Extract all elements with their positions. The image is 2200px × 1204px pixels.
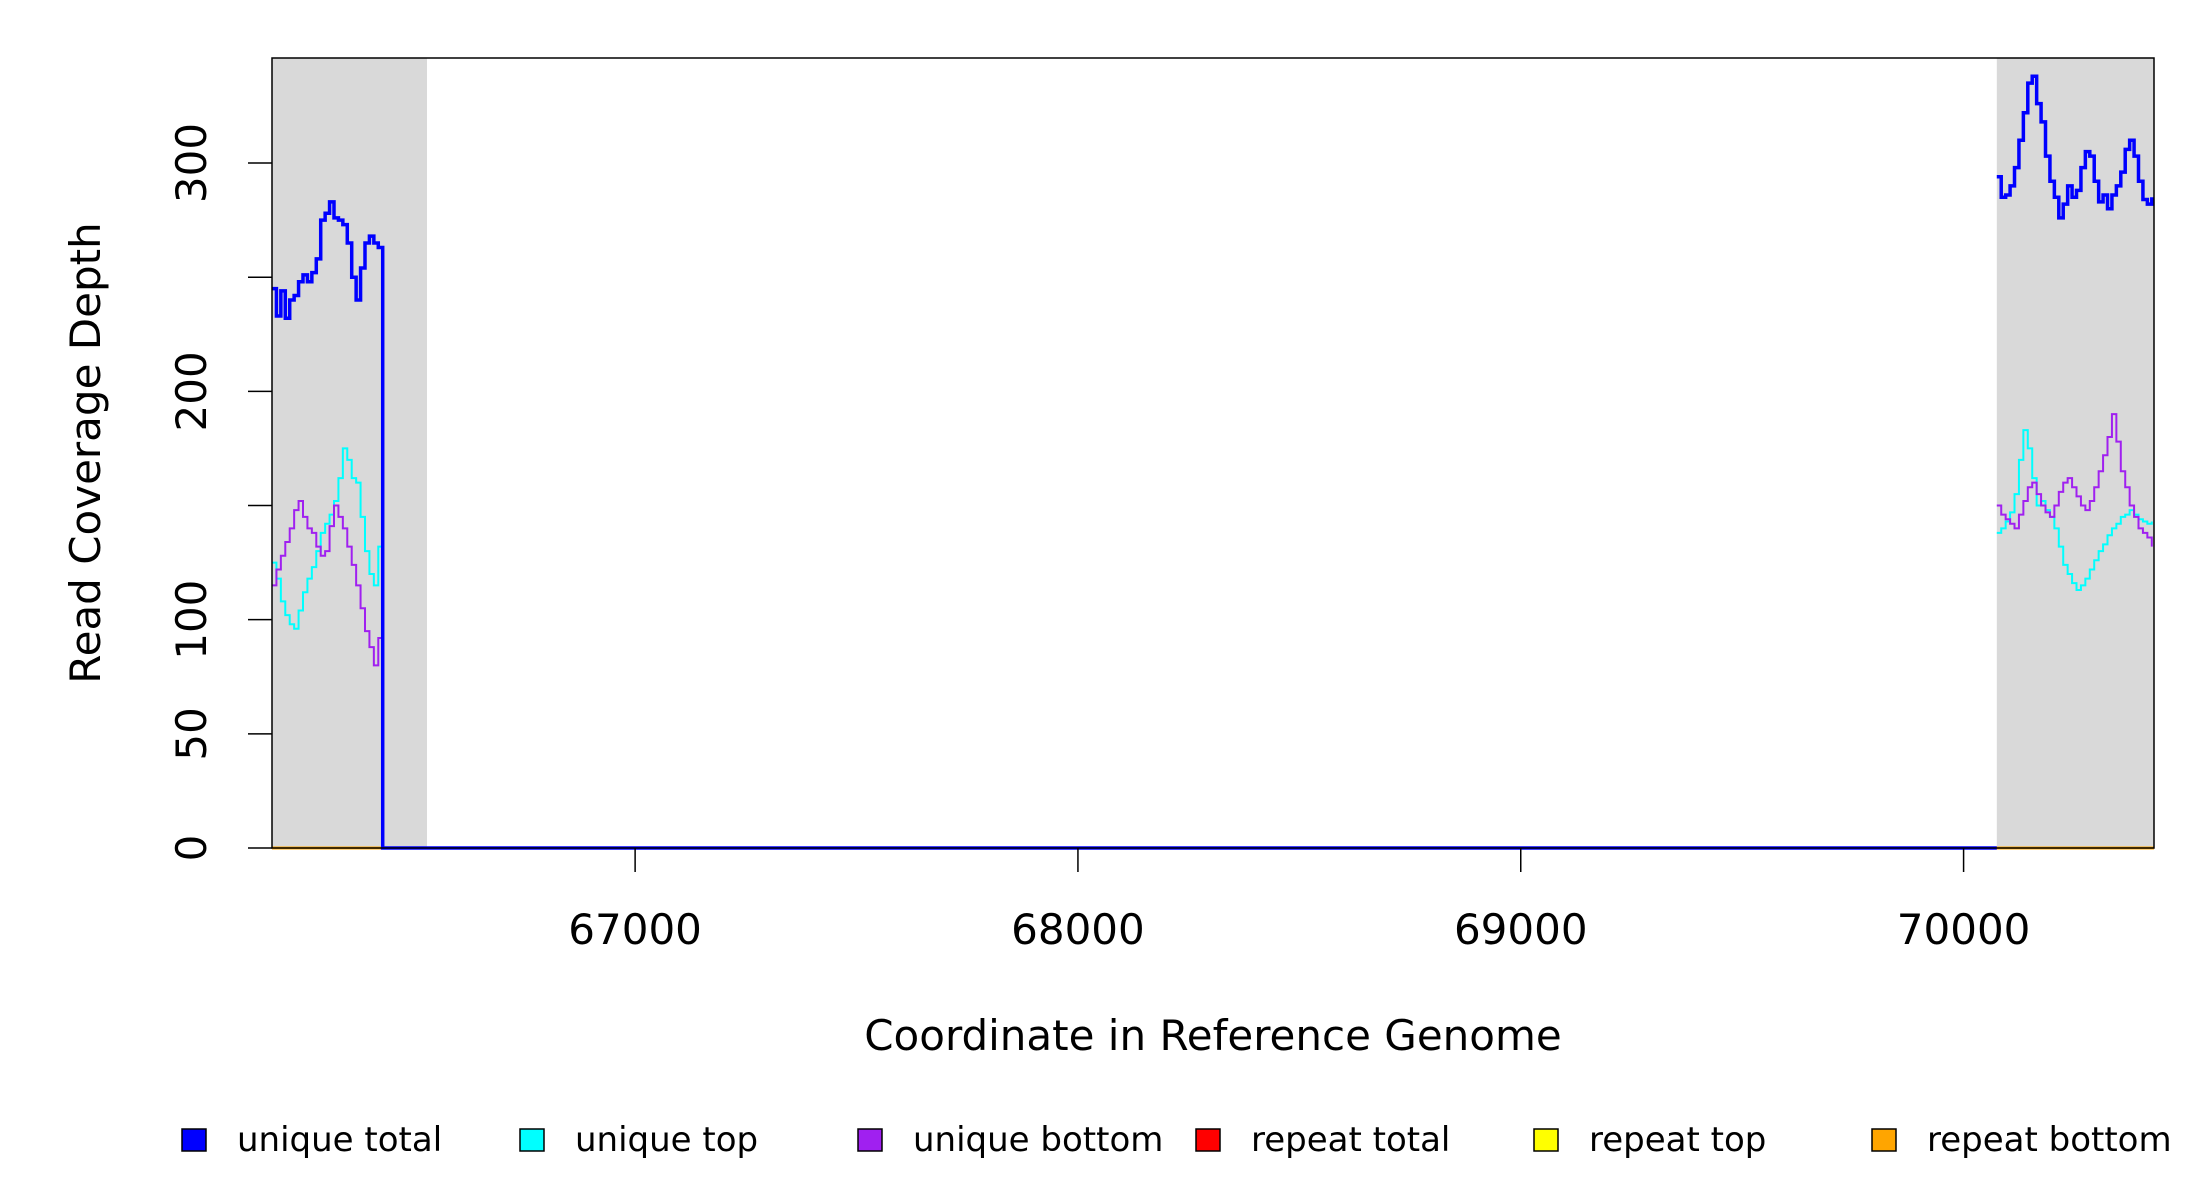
shaded-region-2: [1996, 58, 2154, 848]
x-tick-label-67000: 67000: [568, 905, 702, 954]
legend-swatch-unique-top: [519, 1128, 545, 1152]
legend-label-repeat-top: repeat top: [1589, 1120, 1766, 1160]
plot-frame: [271, 57, 2155, 849]
series-unique-top-segment-2: [1996, 429, 2153, 591]
y-axis-label: Read Coverage Depth: [61, 222, 110, 683]
series-unique-bottom-segment-1: [272, 499, 384, 848]
x-axis-label: Coordinate in Reference Genome: [864, 1011, 1562, 1060]
legend-label-repeat-bottom: repeat bottom: [1927, 1120, 2172, 1160]
legend-swatch-unique-bottom: [857, 1128, 883, 1152]
legend-label-repeat-total: repeat total: [1251, 1120, 1450, 1160]
y-tick-label-0: 0: [167, 835, 216, 862]
shaded-regions: [272, 58, 2154, 848]
x-tick-label-69000: 69000: [1454, 905, 1588, 954]
legend-swatch-repeat-bottom: [1871, 1128, 1897, 1152]
legend-swatch-unique-total: [181, 1128, 207, 1152]
legend-label-unique-bottom: unique bottom: [913, 1120, 1163, 1160]
series-unique-bottom-segment-2: [1996, 413, 2153, 547]
series-unique-total-segment-3: [1996, 74, 2154, 220]
y-tick-label-50: 50: [167, 707, 216, 760]
data-series: [272, 74, 2154, 850]
legend: unique total unique top unique bottom repea…: [181, 1120, 2172, 1160]
x-tick-label-70000: 70000: [1897, 905, 2031, 954]
y-axis: 0 50 100 200 300: [167, 123, 272, 861]
legend-label-unique-top: unique top: [575, 1120, 758, 1160]
series-unique-top-segment-1: [272, 447, 384, 848]
y-tick-label-300: 300: [167, 123, 216, 203]
y-tick-label-200: 200: [167, 351, 216, 431]
x-axis: 67000 68000 69000 70000: [568, 848, 2030, 954]
legend-swatch-repeat-top: [1533, 1128, 1559, 1152]
y-tick-label-100: 100: [167, 580, 216, 660]
shaded-region-1: [272, 58, 427, 848]
legend-label-unique-total: unique total: [237, 1120, 442, 1160]
legend-swatch-repeat-total: [1195, 1128, 1221, 1152]
x-tick-label-68000: 68000: [1011, 905, 1145, 954]
